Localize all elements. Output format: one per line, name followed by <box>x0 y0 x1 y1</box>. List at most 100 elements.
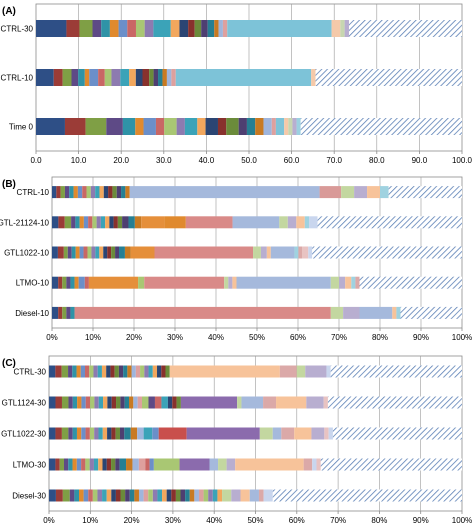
stacked-bar <box>49 489 462 502</box>
bar-segment <box>122 216 129 229</box>
bar-segment <box>81 396 86 409</box>
stacked-bar <box>36 20 462 37</box>
bar-segment <box>95 186 100 199</box>
bar-segment <box>158 69 163 86</box>
bar-segment <box>79 216 84 229</box>
bar-segment <box>93 458 99 471</box>
bar-segment <box>207 20 215 37</box>
bar-segment <box>331 20 341 37</box>
bar-segment <box>148 489 153 502</box>
x-tick-label: 60% <box>289 516 305 525</box>
bar-segment <box>152 365 158 378</box>
bar-segment <box>351 276 356 289</box>
bar-segment <box>94 396 99 409</box>
category-label: GTL1022-10 <box>4 249 49 258</box>
bar-segment <box>120 69 130 86</box>
bar-segment <box>111 246 116 259</box>
bar-segment <box>129 396 134 409</box>
bar-segment <box>186 427 260 440</box>
bar-segment <box>284 118 289 135</box>
bar-segment <box>62 69 72 86</box>
bar-segment <box>197 118 206 135</box>
bar-segment <box>279 216 288 229</box>
bar-segment <box>120 396 125 409</box>
bar-segment <box>72 396 78 409</box>
bar-segment <box>88 216 93 229</box>
bar-segment <box>170 20 180 37</box>
bar-segment <box>78 276 85 289</box>
bar-segment <box>154 396 162 409</box>
bar-segment <box>124 246 131 259</box>
bar-segment <box>61 427 69 440</box>
bar-segment <box>98 458 103 471</box>
bar-segment <box>98 69 105 86</box>
bar-segment <box>111 489 116 502</box>
panel-label: (B) <box>2 179 16 190</box>
bar-segment <box>169 365 280 378</box>
bar-segment <box>235 458 304 471</box>
bar-segment <box>124 396 130 409</box>
bar-segment <box>72 458 77 471</box>
x-tick-label: 40.0 <box>199 156 215 165</box>
bar-segment <box>355 276 360 289</box>
bar-segment <box>184 118 198 135</box>
bar-segment <box>222 20 228 37</box>
chart-panel-b: (B) 0% 10% 20% 30% 40% 50% 60% 70% 80% 90% 100% CTRL… <box>0 176 472 342</box>
bar-segment <box>312 458 317 471</box>
stacked-bar <box>52 186 462 199</box>
bar-segment <box>396 306 401 319</box>
bar-segment <box>246 118 256 135</box>
bar-segment <box>82 186 87 199</box>
x-tick-label: 100% <box>452 516 472 525</box>
bar-segment <box>71 246 76 259</box>
bar-segment <box>66 20 80 37</box>
bar-segment <box>70 306 75 319</box>
bar-segment <box>108 186 113 199</box>
x-tick-label: 10% <box>85 333 101 342</box>
bar-segment <box>62 306 67 319</box>
bar-segment <box>171 489 176 502</box>
bar-segment <box>60 186 65 199</box>
bar-segment <box>83 489 89 502</box>
x-tick-label: 80.0 <box>369 156 385 165</box>
bar-segment <box>66 306 71 319</box>
bar-segment <box>380 186 389 199</box>
bar-segment <box>311 69 316 86</box>
bar-segment <box>135 118 144 135</box>
bar-segment <box>57 246 64 259</box>
bar-segment <box>303 458 313 471</box>
bar-segment <box>171 69 176 86</box>
bar-segment <box>72 427 77 440</box>
bar-segment <box>241 396 264 409</box>
bar-segment <box>83 246 88 259</box>
bar-segment <box>85 396 91 409</box>
bar-segment <box>93 365 98 378</box>
bar-segment <box>166 489 172 502</box>
bar-segment <box>279 365 297 378</box>
bar-segment <box>52 276 59 289</box>
bar-segment <box>52 216 59 229</box>
bar-segment <box>66 276 71 289</box>
bar-segment <box>148 365 153 378</box>
bar-segment <box>153 69 159 86</box>
bar-segment <box>143 118 156 135</box>
bar-segment <box>129 489 135 502</box>
bar-segment <box>58 276 63 289</box>
bar-segment <box>162 489 167 502</box>
bar-segment <box>130 427 138 440</box>
bar-segment <box>111 69 121 86</box>
bar-segment <box>194 20 202 37</box>
bar-segment <box>152 427 159 440</box>
bar-segment-hatched <box>315 69 462 86</box>
x-tick-label: 20% <box>124 516 140 525</box>
bar-segment <box>89 69 99 86</box>
bar-segment <box>58 216 65 229</box>
bar-segment <box>55 365 62 378</box>
x-tick-label: 90% <box>413 516 429 525</box>
bar-segment <box>125 186 130 199</box>
bar-segment <box>101 20 110 37</box>
bar-segment <box>143 489 149 502</box>
bar-segment <box>73 186 78 199</box>
bar-segment <box>86 186 91 199</box>
x-tick-label: 50% <box>247 516 263 525</box>
